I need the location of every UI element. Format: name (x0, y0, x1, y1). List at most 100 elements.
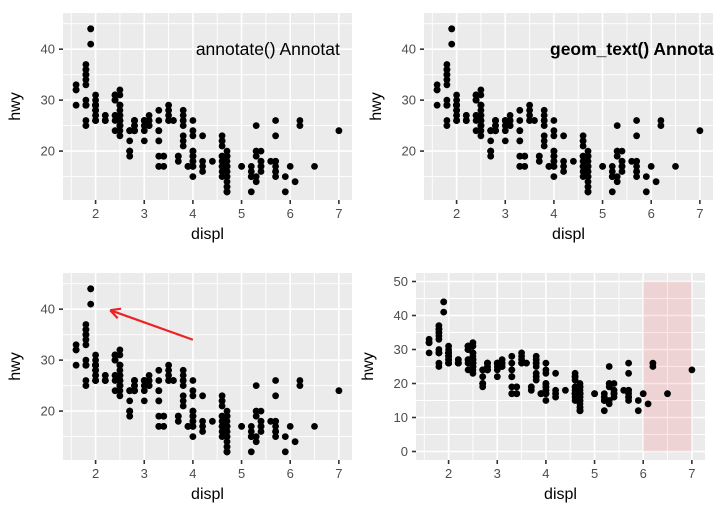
data-point (72, 361, 80, 369)
data-point (479, 373, 487, 381)
data-point (443, 117, 451, 124)
data-point (199, 163, 207, 170)
data-point (155, 412, 163, 420)
data-point (82, 341, 90, 349)
data-point (92, 117, 99, 124)
data-point (165, 366, 173, 374)
data-point (179, 137, 187, 145)
data-point (443, 81, 451, 89)
x-tick-label: 4 (542, 466, 549, 481)
data-point (131, 127, 138, 135)
data-point (126, 147, 134, 155)
data-point (440, 308, 448, 316)
data-point (247, 423, 255, 430)
data-point (608, 163, 616, 170)
data-point (501, 137, 509, 145)
data-point (155, 127, 163, 135)
data-point (189, 423, 197, 430)
data-point (252, 438, 260, 446)
data-point (252, 147, 260, 155)
data-point (516, 137, 524, 145)
data-point (223, 412, 231, 420)
data-point (272, 173, 279, 181)
data-point (223, 183, 231, 191)
axis-tick-marks (59, 48, 340, 204)
data-point (257, 168, 265, 175)
axis-tick-marks (59, 308, 340, 464)
x-tick-label: 6 (287, 466, 294, 481)
data-point (272, 168, 279, 175)
data-point (443, 101, 451, 109)
data-point (218, 433, 226, 440)
data-point (296, 382, 304, 389)
y-tick-label: 50 (394, 274, 408, 289)
data-point (82, 76, 90, 84)
data-point (535, 152, 543, 160)
data-point (453, 101, 460, 109)
data-point (252, 407, 260, 415)
data-point (618, 163, 626, 170)
data-point (145, 372, 153, 379)
data-point (550, 127, 558, 135)
y-tick-label: 30 (402, 93, 416, 108)
data-point (560, 168, 567, 175)
y-tick-label: 40 (402, 42, 416, 57)
data-point (584, 183, 592, 191)
data-point (189, 392, 197, 400)
data-point (189, 433, 197, 440)
data-point (516, 127, 524, 135)
data-point (532, 352, 540, 360)
data-points (425, 298, 696, 415)
panel-background (63, 13, 352, 200)
data-point (521, 152, 529, 160)
data-point (477, 91, 485, 99)
data-point (501, 117, 509, 124)
data-point (469, 349, 477, 357)
data-point (101, 372, 109, 379)
data-point (179, 397, 187, 405)
plot-shaded-rect: 2 3 4 5 6 7 0 10 20 30 40 50 displ hwy (361, 260, 722, 519)
data-point (218, 402, 226, 410)
data-point (87, 285, 95, 293)
x-tick-label: 3 (141, 206, 148, 221)
data-point (116, 101, 124, 109)
data-point (472, 91, 480, 99)
data-point (433, 81, 441, 89)
data-point (296, 117, 304, 124)
data-point (92, 106, 99, 114)
data-point (179, 402, 187, 410)
data-point (443, 71, 451, 79)
data-point (116, 86, 124, 94)
data-point (625, 393, 632, 401)
data-point (92, 101, 99, 109)
data-point (526, 117, 533, 124)
data-point (82, 81, 90, 89)
data-point (189, 152, 197, 160)
data-point (435, 363, 443, 370)
data-point (281, 188, 289, 196)
data-point (576, 407, 584, 415)
data-point (562, 386, 569, 394)
data-point (218, 163, 226, 170)
data-point (218, 423, 226, 430)
data-point (223, 173, 231, 181)
data-point (610, 380, 618, 387)
data-point (184, 163, 192, 170)
data-point (523, 359, 530, 367)
y-axis-title: hwy (7, 92, 24, 120)
data-point (111, 127, 119, 135)
data-point (443, 61, 451, 68)
data-point (87, 300, 95, 308)
data-point (508, 383, 516, 391)
data-point (443, 66, 451, 73)
data-point (199, 168, 207, 175)
data-point (272, 392, 279, 400)
data-point (633, 157, 640, 165)
data-point (448, 25, 456, 33)
data-point (545, 163, 553, 170)
data-point (209, 417, 216, 425)
data-point (111, 96, 119, 104)
data-point (487, 127, 495, 135)
data-point (199, 428, 207, 435)
